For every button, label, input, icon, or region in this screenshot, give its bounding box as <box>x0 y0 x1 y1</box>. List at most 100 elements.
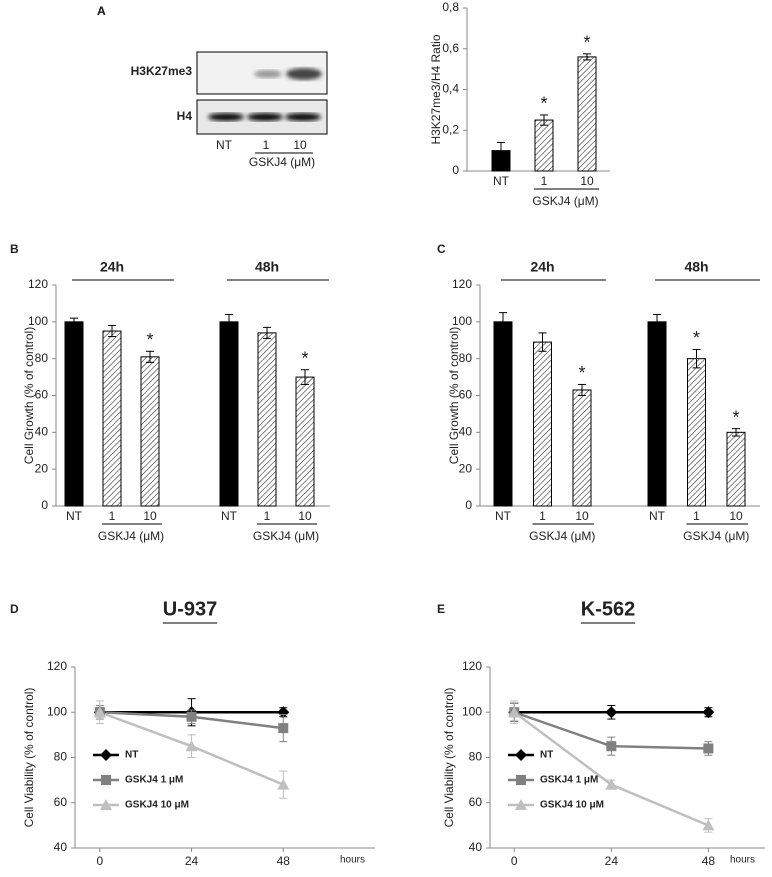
lane-label: 1 <box>263 138 270 152</box>
x-tick-label: 48 <box>277 854 291 868</box>
y-tick-label: 100 <box>47 704 67 718</box>
western-blot: A H3K27me3 H4 NT 1 10 GSKJ4 (μM) <box>97 4 328 169</box>
row-label: H4 <box>177 109 193 123</box>
marker <box>100 749 112 761</box>
band <box>254 70 282 78</box>
y-tick-label: 100 <box>452 314 472 328</box>
bar <box>493 321 513 507</box>
y-tick-label: 60 <box>35 388 49 402</box>
bar <box>647 321 667 507</box>
x-tick-label: 1 <box>539 509 546 523</box>
bar <box>102 330 122 507</box>
bar <box>533 341 552 507</box>
x-tick-label: NT <box>495 509 512 523</box>
marker <box>703 743 714 754</box>
x-tick-label: NT <box>66 509 83 523</box>
marker <box>605 706 618 719</box>
panel-label: B <box>10 242 19 256</box>
legend-label: GSKJ4 10 μM <box>540 800 604 811</box>
y-axis-label: Cell Growth (% of control) <box>447 327 461 464</box>
marker <box>516 775 526 785</box>
significance: * <box>540 94 547 114</box>
y-tick-label: 0,8 <box>442 0 459 14</box>
y-tick-label: 60 <box>459 388 473 402</box>
y-tick-label: 0,4 <box>442 82 459 96</box>
group-label: GSKJ4 (μM) <box>529 529 595 543</box>
marker <box>702 706 715 719</box>
y-tick-label: 40 <box>459 425 473 439</box>
y-tick-label: 40 <box>54 840 68 854</box>
y-tick-label: 0 <box>465 498 472 512</box>
group-label: GSKJ4 (μM) <box>253 529 319 543</box>
marker <box>101 775 111 785</box>
bar <box>219 321 239 507</box>
group-title: 24h <box>100 259 124 275</box>
y-tick-label: 80 <box>469 750 483 764</box>
y-tick-label: 120 <box>28 277 48 291</box>
group-title: 48h <box>684 259 708 275</box>
bar <box>140 356 160 507</box>
y-tick-label: 60 <box>54 795 68 809</box>
marker <box>185 740 198 752</box>
band <box>247 113 283 121</box>
x-axis-label: hours <box>340 855 365 866</box>
x-tick-label: 0 <box>511 854 518 868</box>
significance: * <box>693 328 700 348</box>
y-axis-label: Cell Viability (% of control) <box>22 688 36 828</box>
group-label: GSKJ4 (μM) <box>249 155 315 169</box>
marker <box>508 706 521 718</box>
y-tick-label: 120 <box>462 659 482 673</box>
group-title: 48h <box>255 259 279 275</box>
group-label: GSKJ4 (μM) <box>98 529 164 543</box>
x-tick-label: 10 <box>580 174 594 188</box>
panel-label: E <box>437 602 445 616</box>
marker <box>515 799 527 810</box>
x-axis-label: hours <box>730 855 755 866</box>
marker <box>515 749 527 761</box>
legend-label: NT <box>540 750 553 761</box>
significance: * <box>732 407 739 427</box>
x-tick-label: 10 <box>298 509 312 523</box>
marker <box>606 741 617 752</box>
x-tick-label: 1 <box>541 174 548 188</box>
x-tick-label: NT <box>221 509 238 523</box>
x-tick-label: 24 <box>185 854 199 868</box>
x-tick-label: 10 <box>729 509 743 523</box>
y-tick-label: 60 <box>469 795 483 809</box>
y-tick-label: 80 <box>54 750 68 764</box>
y-tick-label: 0,2 <box>442 122 459 136</box>
marker <box>702 819 715 831</box>
y-tick-label: 100 <box>462 704 482 718</box>
bar <box>572 389 592 507</box>
marker <box>100 799 112 810</box>
x-tick-label: 24 <box>605 854 619 868</box>
y-tick-label: 120 <box>47 659 67 673</box>
x-tick-label: 1 <box>109 509 116 523</box>
y-tick-label: 0 <box>452 163 459 177</box>
lane-label: 10 <box>293 138 307 152</box>
x-tick-label: 0 <box>96 854 103 868</box>
legend-label: GSKJ4 1 μM <box>540 775 598 786</box>
bar <box>726 431 746 507</box>
band <box>285 113 321 121</box>
x-tick-label: 1 <box>693 509 700 523</box>
y-tick-label: 80 <box>459 351 473 365</box>
chart-title: K-562 <box>581 598 635 620</box>
marker <box>186 711 197 722</box>
significance: * <box>146 330 153 350</box>
bar <box>257 332 277 507</box>
y-tick-label: 0 <box>41 498 48 512</box>
significance: * <box>578 363 585 383</box>
panel-label: A <box>97 4 106 18</box>
row-label: H3K27me3 <box>131 64 193 78</box>
x-tick-label: 10 <box>143 509 157 523</box>
x-tick-label: NT <box>493 174 510 188</box>
x-tick-label: 10 <box>575 509 589 523</box>
x-tick-label: 48 <box>702 854 716 868</box>
band <box>286 68 322 80</box>
marker <box>93 706 106 718</box>
group-title: 24h <box>530 259 554 275</box>
y-axis-label: Cell Viability (% of control) <box>442 688 456 828</box>
